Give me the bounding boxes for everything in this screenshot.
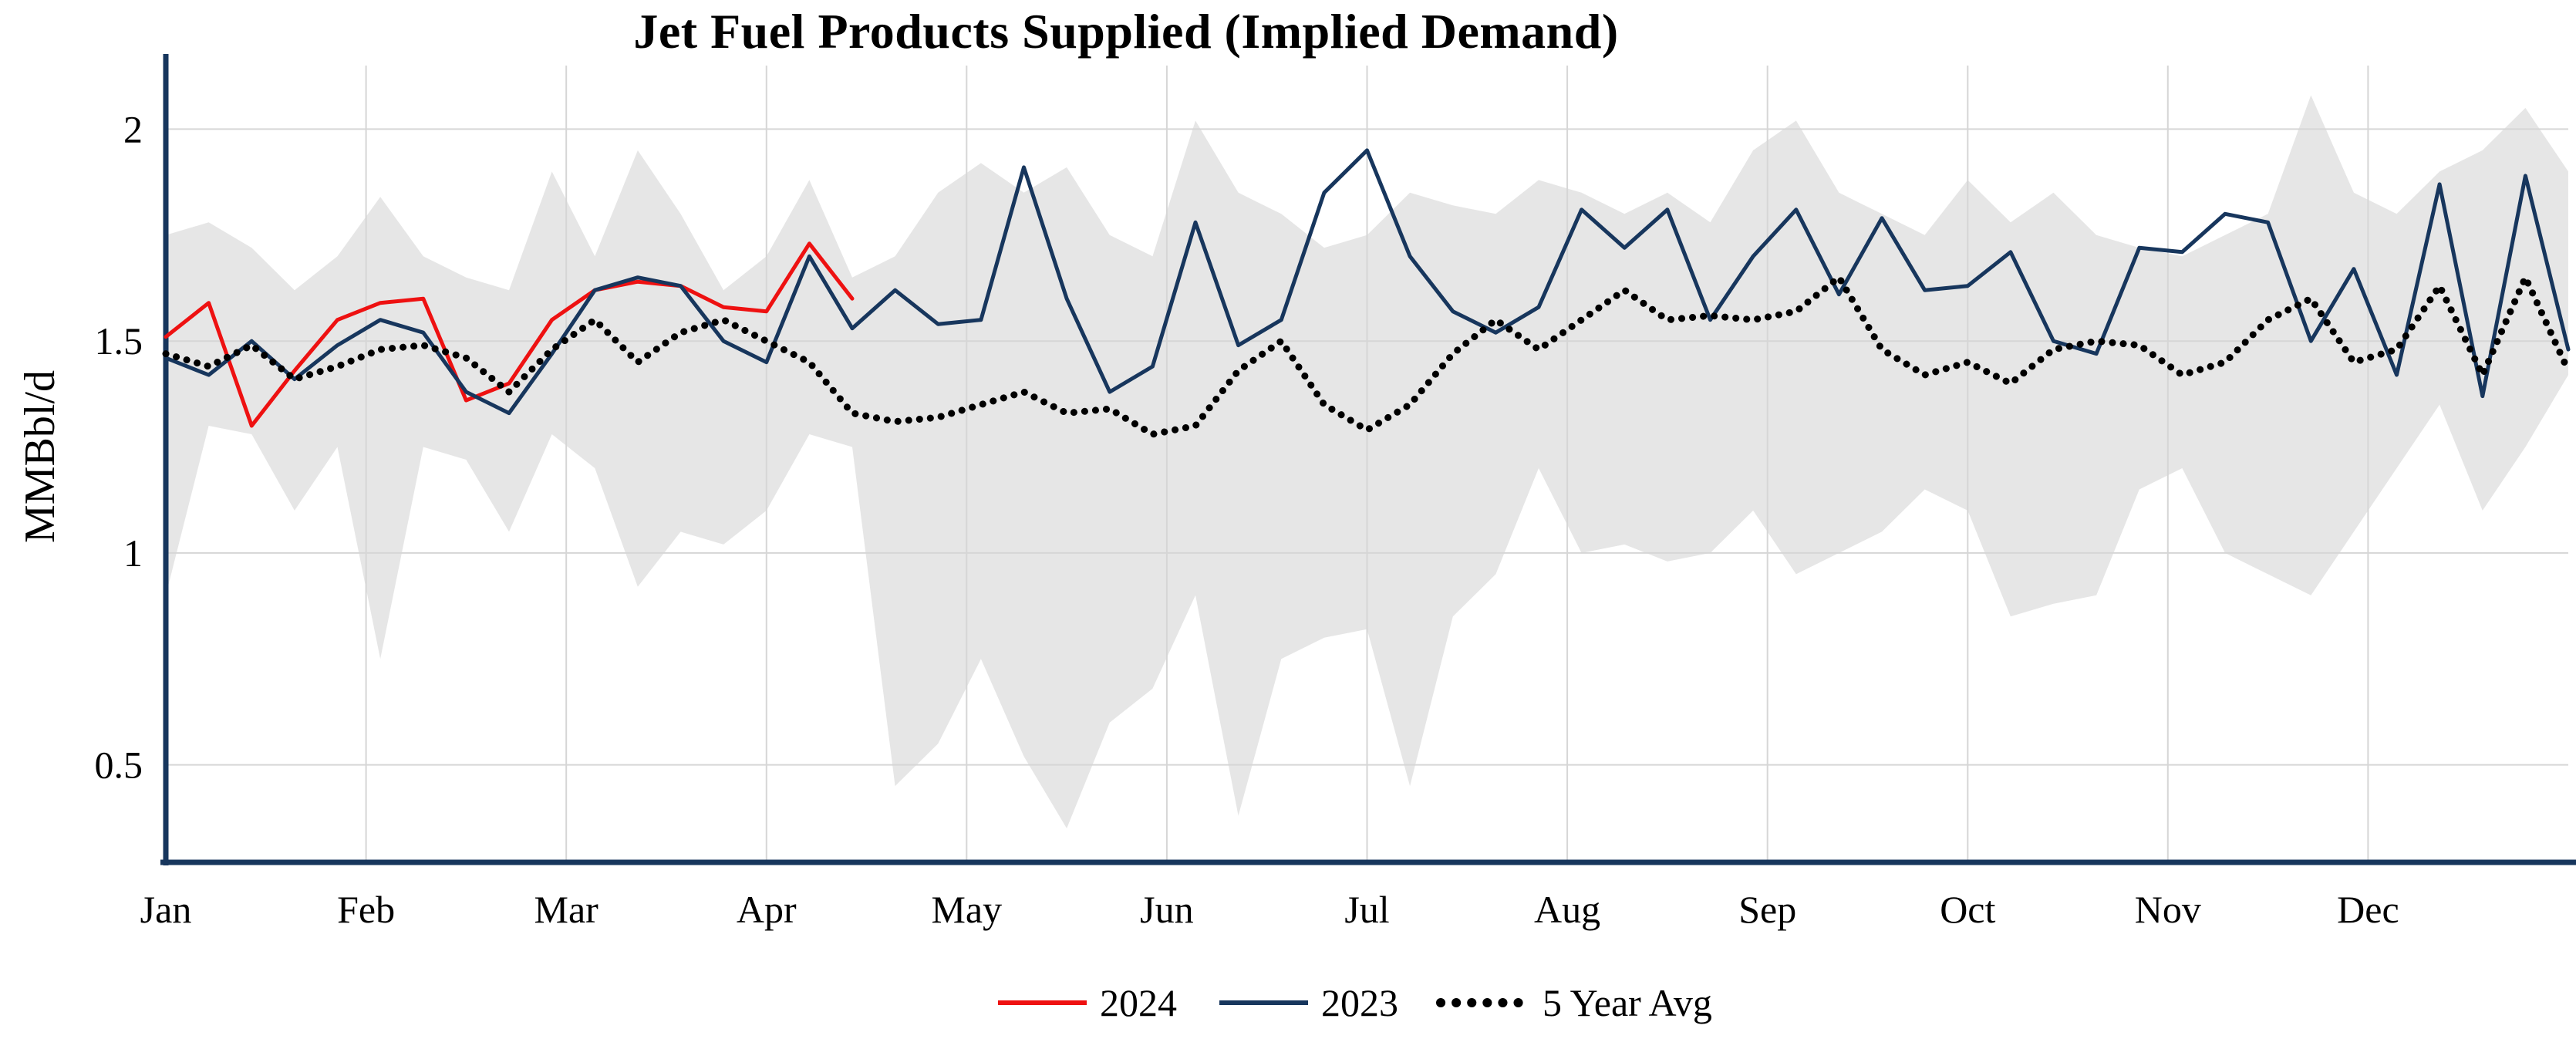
x-tick-label: Oct — [1940, 888, 1995, 931]
chart-title: Jet Fuel Products Supplied (Implied Dema… — [633, 4, 1619, 59]
x-tick-label: Nov — [2135, 888, 2201, 931]
legend-label-5-year-avg: 5 Year Avg — [1543, 981, 1712, 1024]
legend: 2024 2023 5 Year Avg — [998, 981, 1712, 1024]
x-tick-label: Mar — [534, 888, 599, 931]
legend-label-2024: 2024 — [1100, 981, 1177, 1024]
x-tick-label: May — [931, 888, 1002, 931]
x-tick-label: Apr — [737, 888, 797, 931]
x-tick-label: Jun — [1140, 888, 1193, 931]
series-line-5-year-avg — [162, 274, 2572, 438]
x-tick-label: Jul — [1344, 888, 1389, 931]
series-line-2023 — [164, 148, 2571, 416]
y-tick-label: 0.5 — [95, 744, 143, 787]
legend-label-2023: 2023 — [1321, 981, 1398, 1024]
x-tick-label: Aug — [1534, 888, 1600, 931]
y-tick-label: 1.5 — [95, 319, 143, 363]
x-tick-label: Feb — [337, 888, 395, 931]
y-tick-label: 2 — [123, 107, 143, 150]
y-tick-label: 1 — [123, 531, 143, 575]
x-tick-label: Jan — [140, 888, 192, 931]
x-tick-label: Dec — [2337, 888, 2399, 931]
series-line-2024 — [164, 241, 855, 428]
x-tick-label: Sep — [1738, 888, 1796, 931]
